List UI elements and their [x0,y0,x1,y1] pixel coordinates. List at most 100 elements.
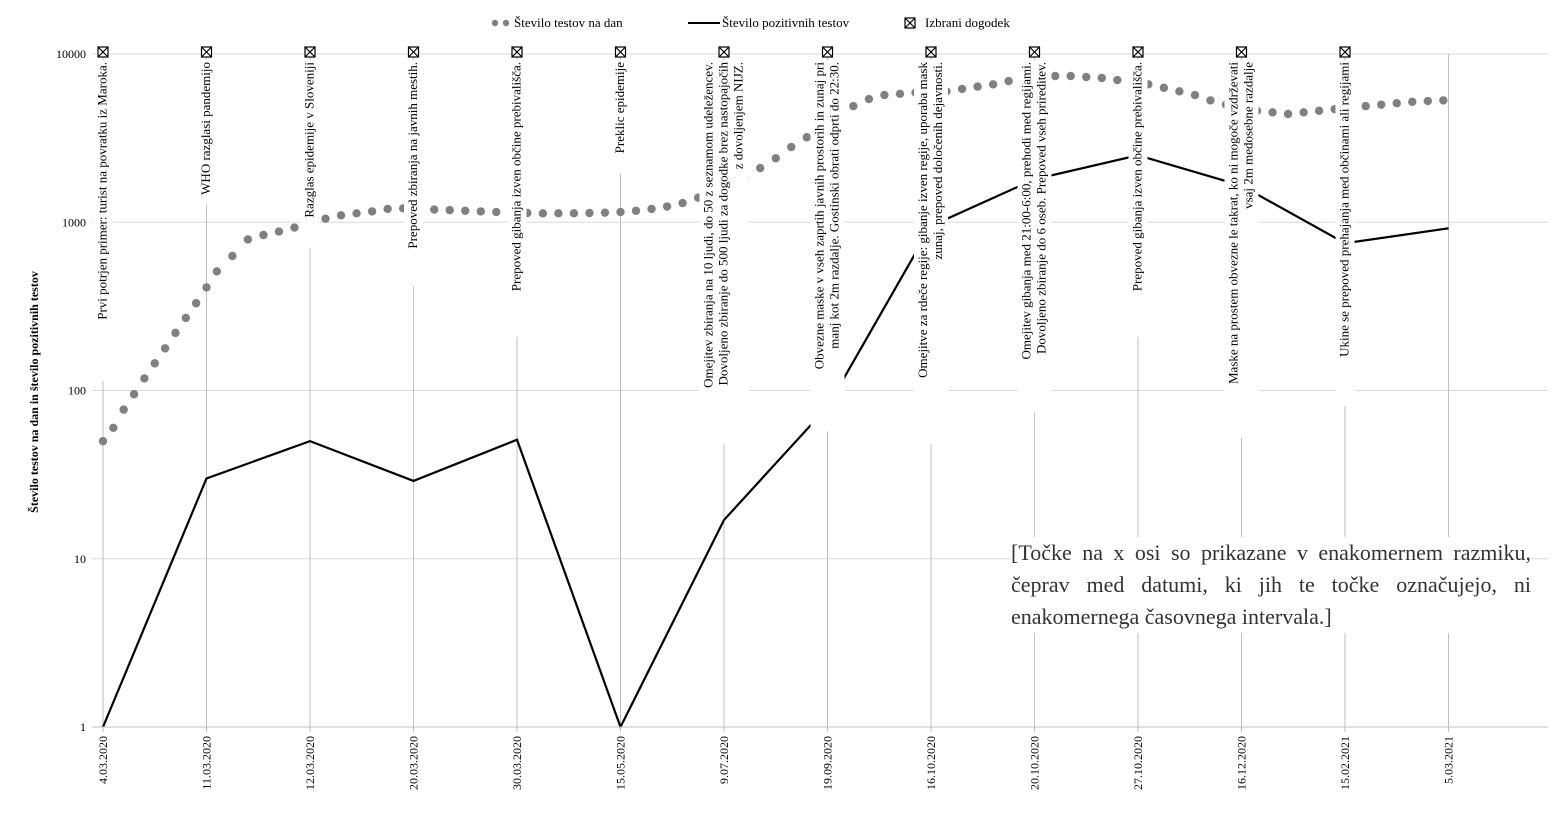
event-label-group: Preklic epidemije [611,60,630,174]
tests-per-day-point [160,344,170,353]
events-layer: Prvi potrjen primer: turist na povratku … [93,46,1355,444]
positive-tests-series [101,154,1449,730]
tests-per-day-point [1066,71,1075,81]
tests-per-day-point [538,209,548,218]
event-label-group: Omejitev zbiranja na 10 ljudi, do 50 z s… [699,60,749,444]
tests-per-day-point [383,204,392,214]
tests-per-day-point [492,207,501,217]
event-label-group: Prvi potrjen primer: turist na povratku … [93,60,113,381]
event-label: WHO razglasi pandemijo [198,62,213,195]
event-label: Prepoved zbiranja na javnih mestih. [405,62,420,249]
event-marker [1132,46,1144,58]
y-axis-label: Število testov na dan in število pozitiv… [27,271,41,513]
tests-per-day-point [1408,97,1417,106]
tests-per-day-point [756,163,765,173]
tests-per-day-point [600,208,610,217]
event-label-background [611,60,630,174]
tests-per-day-point [228,251,237,261]
tests-per-day-point [352,209,361,218]
tests-per-day-point [336,211,346,220]
event-marker [304,46,316,58]
tests-per-day-point [1004,76,1013,86]
tests-per-day-point [1159,83,1169,92]
event-marker [1028,46,1041,58]
tests-per-day-point [191,299,201,308]
x-tick-label: 5.03.2021 [1442,736,1456,784]
tests-per-day-point [1377,100,1386,109]
event-marker [821,46,834,58]
tests-per-day-point [259,230,268,240]
event-marker [1235,46,1248,58]
event-label-background [1128,60,1148,337]
y-tick-label: 10000 [56,47,86,61]
tests-per-day-point [109,423,118,433]
tests-per-day-point [140,374,149,383]
event-label-group: Prepoved gibanja izven občine prebivališ… [507,60,527,337]
event-label: Prepoved gibanja izven občine prebivališ… [1130,62,1145,291]
event-label-group: Razglas epidemije v Sloveniji [300,60,320,249]
x-tick-label: 15.05.2020 [614,736,628,790]
tests-per-day-point [98,436,108,446]
x-tick-label: 4.03.2020 [96,736,110,784]
tests-per-day-point [476,207,485,216]
event-label: Omejitev zbiranja na 10 ljudi, do 50 z s… [701,62,746,388]
event-label: Omejitve za rdeče regije: gibanje izven … [915,62,945,378]
y-tick-label: 10 [74,552,86,566]
y-tick-label: 100 [68,384,86,398]
tests-per-day-point [1314,106,1324,115]
tests-per-day-point [880,90,889,100]
event-label: Preklic epidemije [612,62,627,154]
tests-per-day-point [1361,101,1370,111]
tests-per-day-point [647,204,656,214]
event-label-background [699,60,749,444]
tests-per-day-point [569,209,579,218]
tests-per-day-point [1175,87,1184,96]
event-label-group: Prepoved gibanja izven občine prebivališ… [1128,60,1148,337]
event-label-group: Ukine se prepoved prehajanja med občinam… [1335,60,1355,407]
tests-per-day-point [585,208,594,218]
x-tick-label: 19.09.2020 [821,736,835,790]
legend-label-positive: Število pozitivnih testov [722,15,850,30]
x-tick-label: 30.03.2020 [510,736,524,790]
tests-per-day-point [616,207,625,217]
y-tick-label: 1 [80,720,86,734]
tests-per-day-point [181,313,190,323]
tests-per-day-point [212,267,222,276]
tests-per-day-point [662,202,672,211]
event-label: Razglas epidemije v Sloveniji [302,62,317,218]
tests-per-day-point [202,283,211,292]
tests-per-day-point [802,133,811,142]
x-tick-label: 9.07.2020 [717,736,731,784]
event-label: Obvezne maske v vseh zaprtih javnih pros… [812,62,842,370]
legend-dot-marker [491,19,499,27]
tests-per-day-point [849,101,858,111]
tests-per-day-point [1299,108,1308,117]
tests-per-day-point [988,80,998,89]
tests-per-day-point [321,214,330,223]
tests-per-day-point [678,198,687,208]
event-label: Prepoved gibanja izven občine prebivališ… [509,62,524,291]
event-marker [925,46,937,58]
tests-per-day-point [129,390,139,399]
x-axis: 4.03.2020 11.03.2020 12.03.2020 20.03.2020 3… [96,727,1456,790]
tests-per-day-point [367,207,377,216]
x-tick-label: 12.03.2020 [303,736,317,790]
event-label-background [914,60,948,444]
event-label: Ukine se prepoved prehajanja med občinam… [1337,62,1352,357]
event-label-background [1017,60,1052,413]
tests-per-day-point [864,94,874,104]
x-tick-label: 20.03.2020 [407,736,421,790]
x-tick-label: 16.10.2020 [924,736,938,790]
event-label-background [810,60,845,432]
tests-per-day-point [1423,96,1433,106]
event-marker [511,46,523,58]
event-label-background [404,60,423,287]
event-label: Prvi potrjen primer: turist na povratku … [95,62,110,320]
chart-annotation-note: [Točke na x osi so prikazane v enakomern… [1011,537,1531,633]
event-label: Omejitev gibanja med 21:00-6:00, prehodi… [1019,62,1049,359]
tests-per-day-point [787,142,796,152]
event-label-background [1335,60,1355,407]
event-label-group: Obvezne maske v vseh zaprtih javnih pros… [810,60,845,432]
tests-per-day-point [243,235,253,244]
